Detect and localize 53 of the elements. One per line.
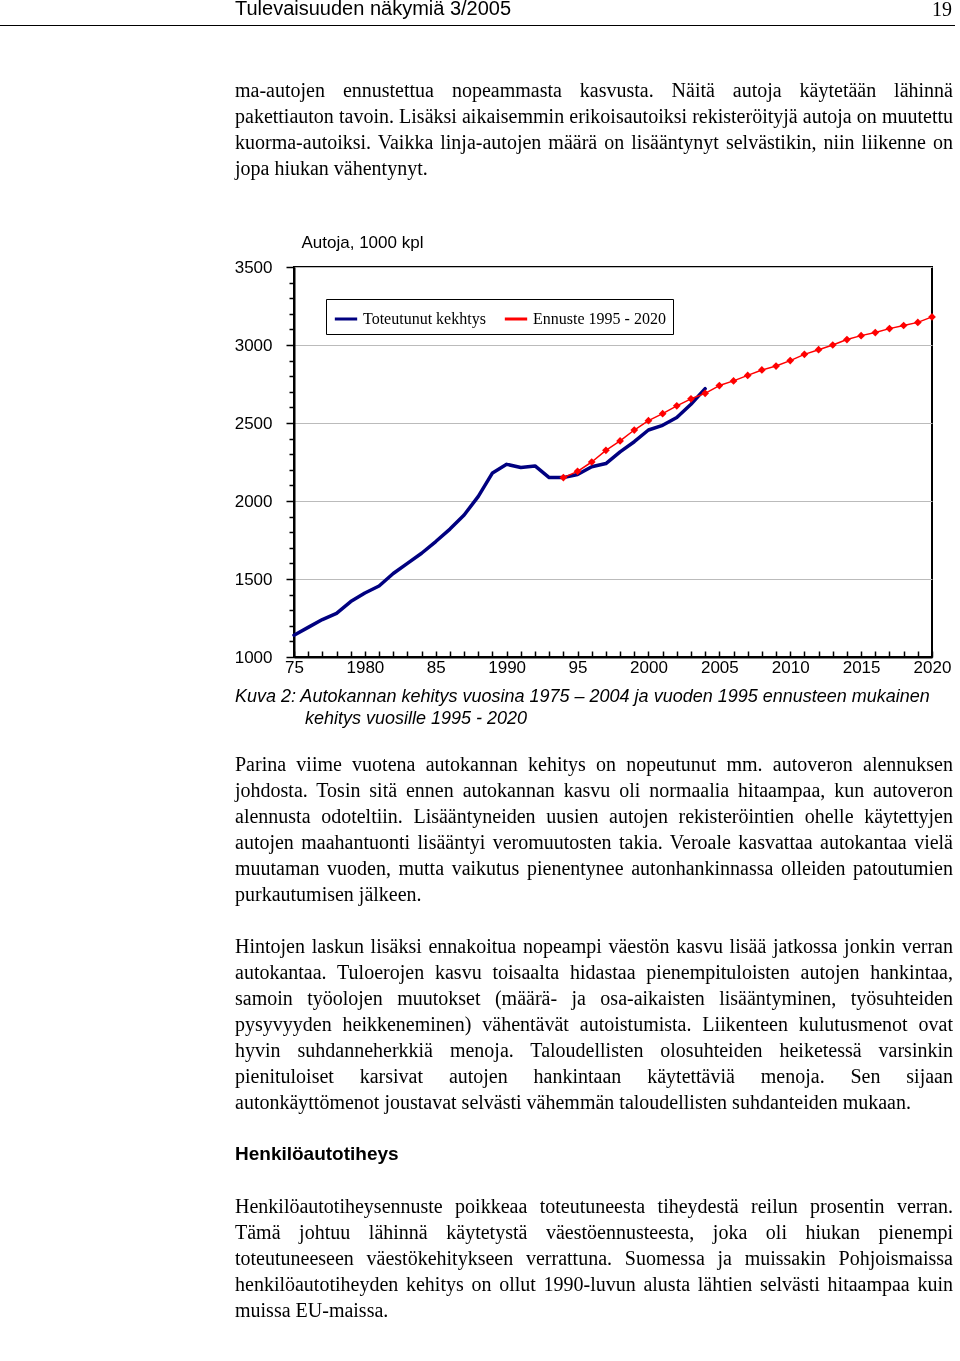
point (814, 345, 823, 354)
point (757, 366, 766, 374)
x-tick-label: 2010 (771, 657, 810, 677)
point (701, 389, 710, 398)
x-tick-label: 2000 (630, 657, 668, 677)
text: 19 (932, 0, 952, 21)
x-tick-label: 1990 (488, 657, 527, 677)
point (885, 324, 894, 333)
point (672, 401, 681, 410)
text: Henkilöautotiheys (235, 1142, 400, 1166)
y-tick-label: 1000 (234, 647, 273, 667)
y-axis-title: Autoja, 1000 kpl (301, 232, 424, 252)
text: Parina viime vuotena autokannan kehitys on nopeutunut mm. autoveron alennuksen johdosta. Tosin sitä ennen autokannan kasvu oli normaalia hitaampaa, kun autoveron alennusta odoteltiin. Lisääntyneiden uusien autojen rekisteröintien ohelle käytettyjen autojen maahantuonti lisääntyi veromuutosten takia. Veroale kasvattaa autokantaa vielä muutaman vuoden, mutta vaikutus pienentynee autonhankinnassa olleiden patoutumien purkautumisen jälkeen. (235, 752, 953, 907)
x-tick-label: 2015 (842, 657, 881, 677)
legend-label: Toteutunut kekhtys (363, 310, 486, 328)
point (857, 331, 865, 340)
point (743, 371, 752, 380)
point (729, 377, 738, 385)
point (587, 458, 596, 466)
x-tick-label: 2005 (700, 657, 739, 677)
point (687, 394, 695, 403)
point (559, 473, 568, 482)
text: ma-autojen ennustettua nopeammasta kasvusta. Näitä autoja käytetään lähinnä pakettiauton tavoin. Lisäksi aikaisemmin erikoisautoiksi rekisteröityjä autoja on muutettu kuorma-autoiksi. Vaikka linja-autojen määrä on lisääntynyt selvästikin, niin liikenne on jopa hiukan vähentynyt. (235, 78, 953, 181)
y-tick-label: 3500 (234, 257, 273, 277)
text: Hintojen laskun lisäksi ennakoitua nopeampi väestön kasvu lisää jatkossa jonkin verran autokantaa. Tuloerojen kasvu toisaalta hidastaa pienempituloisten autojen hankintaa, samoin työolojen muutokset (määrä- ja osa-aikaisten lisääntyminen, työsuhteiden pysyvyyden heikkeneminen) vähentävät autoistumista. Liikenteen kulutusmenot ovat hyvin suhdanneherkkiä menoja. Taloudellisten olosuhteiden heiketessä varsinkin pienituloiset karsivat autojen hankintaan käytettäviä menoja. Sen sijaan autonkäyttömenot joustavat selvästi vähemmän taloudellisten suhdanteiden mukaan. (235, 934, 953, 1115)
x-tick-label: 95 (568, 657, 588, 677)
x-tick-label: 2020 (913, 657, 952, 677)
y-tick-label: 2000 (234, 491, 273, 511)
point (800, 350, 809, 359)
text: Tulevaisuuden näkymiä 3/2005 (235, 0, 512, 20)
point (899, 321, 908, 330)
legend-label: Ennuste 1995 - 2020 (533, 310, 666, 327)
point (828, 341, 837, 349)
point (658, 409, 667, 418)
point (843, 335, 851, 344)
point (616, 437, 624, 445)
y-tick-label: 3000 (234, 335, 273, 355)
x-tick-label: 75 (285, 657, 304, 677)
y-tick-label: 2500 (234, 413, 273, 433)
point (715, 381, 724, 390)
y-tick-label: 1500 (234, 569, 273, 589)
point (573, 467, 582, 476)
point (644, 416, 653, 425)
text: Henkilöautotiheysennuste poikkeaa toteutuneesta tiheydestä reilun prosentin verran. Tämä johtuu lähinnä käytetystä väestöennusteesta, joka oli hiukan pienempi toteutuneeseen väestökehitykseen verrattuna. Suomessa ja muissakin Pohjoismaissa henkilöautotiheyden kehitys on ollut 1990-luvun alusta lähtien selvästi hitaampaa kuin muissa EU-maissa. (235, 1194, 953, 1323)
x-tick-label: 85 (426, 657, 446, 677)
point (602, 446, 610, 455)
text: Kuva 2: Autokannan kehitys vuosina 1975 – 2004 ja vuoden 1995 ennusteen mukainen kehitys vuosille 1995 - 2020 (235, 685, 931, 729)
x-tick-label: 1980 (346, 657, 385, 677)
point (871, 328, 880, 337)
point (913, 318, 922, 327)
point (630, 426, 639, 434)
line-series (292, 386, 707, 637)
point (786, 356, 795, 365)
